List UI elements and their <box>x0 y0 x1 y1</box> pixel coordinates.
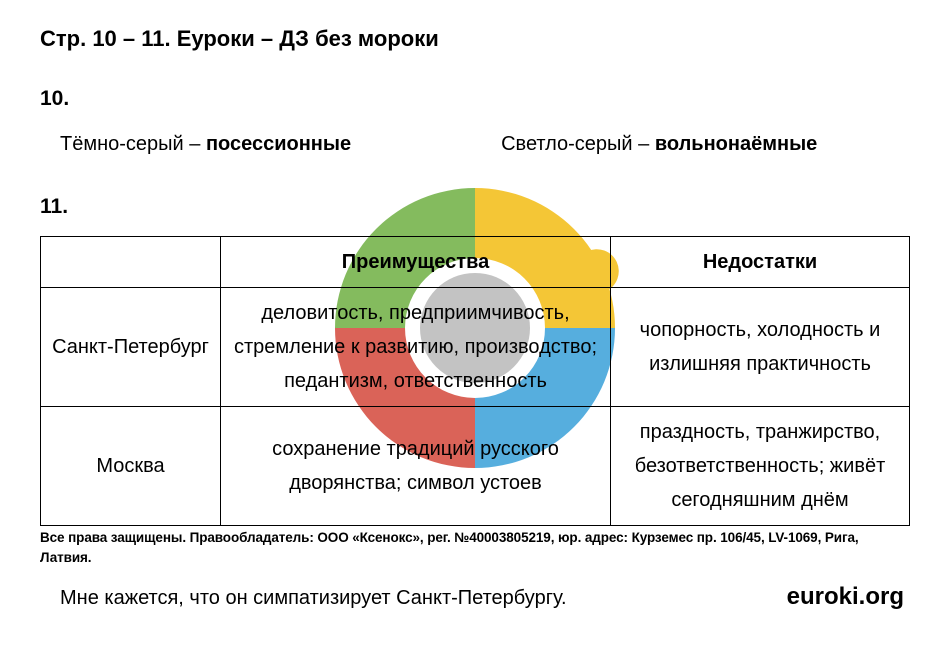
cell-moscow-disadvantages: праздность, транжирство, безответственно… <box>611 407 910 526</box>
table-row: Санкт-Петербург деловитость, предприимчи… <box>41 288 910 407</box>
comparison-table: Преимущества Недостатки Санкт-Петербург … <box>40 236 910 526</box>
cell-moscow-advantages: сохранение традиций русского дворянства;… <box>221 407 611 526</box>
legend-label: Тёмно-серый – <box>60 133 206 155</box>
copyright-text: Все права защищены. Правообладатель: ООО… <box>40 528 910 569</box>
row-header-moscow: Москва <box>41 407 221 526</box>
cell-spb-advantages: деловитость, предприимчивость, стремлени… <box>221 288 611 407</box>
table-header-advantages: Преимущества <box>221 237 611 288</box>
task-10-number: 10. <box>40 83 910 115</box>
legend-pair-dark: Тёмно-серый – посессионные <box>60 129 351 159</box>
page-title: Стр. 10 – 11. Еуроки – ДЗ без мороки <box>40 22 910 55</box>
table-row: Москва сохранение традиций русского двор… <box>41 407 910 526</box>
row-header-spb: Санкт-Петербург <box>41 288 221 407</box>
brand-label: euroki.org <box>787 579 910 615</box>
legend-pair-light: Светло-серый – вольнонаёмные <box>501 129 817 159</box>
cell-spb-disadvantages: чопорность, холодность и излишняя практи… <box>611 288 910 407</box>
table-header-empty <box>41 237 221 288</box>
table-header-disadvantages: Недостатки <box>611 237 910 288</box>
task-11-number: 11. <box>40 191 910 223</box>
legend-value: вольнонаёмные <box>655 133 817 155</box>
legend-label: Светло-серый – <box>501 133 655 155</box>
legend-value: посессионные <box>206 133 351 155</box>
task-10-body: Тёмно-серый – посессионные Светло-серый … <box>60 129 910 159</box>
table-header-row: Преимущества Недостатки <box>41 237 910 288</box>
opinion-text: Мне кажется, что он симпатизирует Санкт-… <box>60 583 567 613</box>
